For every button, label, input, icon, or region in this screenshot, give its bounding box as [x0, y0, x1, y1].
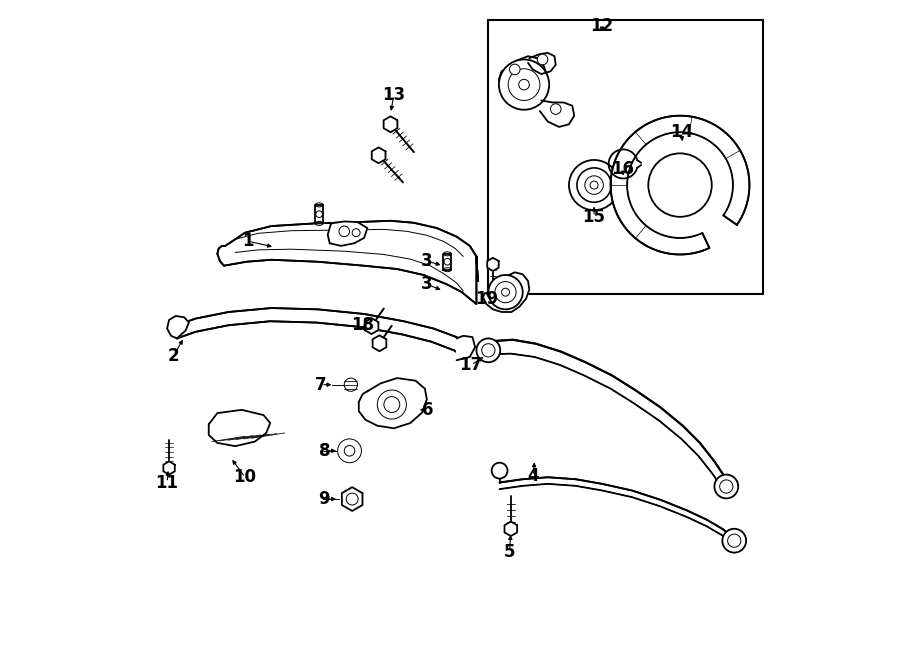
Polygon shape [328, 221, 367, 246]
Circle shape [715, 475, 738, 498]
Text: 16: 16 [612, 159, 634, 178]
Polygon shape [372, 147, 385, 163]
Text: 17: 17 [460, 356, 482, 374]
Polygon shape [456, 336, 475, 360]
Circle shape [590, 181, 598, 189]
Text: 4: 4 [527, 467, 539, 485]
Text: 2: 2 [168, 346, 179, 365]
Circle shape [491, 463, 508, 479]
Circle shape [551, 104, 561, 114]
Text: 14: 14 [670, 123, 693, 141]
Polygon shape [177, 308, 469, 358]
Text: 9: 9 [319, 490, 330, 508]
Polygon shape [373, 335, 386, 351]
Circle shape [723, 529, 746, 553]
Circle shape [501, 288, 509, 296]
Circle shape [518, 79, 529, 90]
Circle shape [509, 64, 520, 75]
Circle shape [338, 439, 362, 463]
Text: 12: 12 [590, 17, 614, 36]
Circle shape [339, 226, 349, 237]
Polygon shape [359, 378, 427, 428]
Circle shape [344, 378, 357, 391]
Circle shape [377, 390, 407, 419]
Polygon shape [611, 116, 750, 254]
Text: 5: 5 [504, 543, 515, 561]
Polygon shape [164, 461, 175, 475]
Polygon shape [505, 522, 518, 536]
Circle shape [537, 54, 548, 65]
Polygon shape [528, 53, 556, 74]
Polygon shape [444, 254, 451, 270]
Text: 1: 1 [243, 232, 254, 251]
Polygon shape [342, 487, 363, 511]
Text: 11: 11 [156, 473, 178, 492]
Polygon shape [167, 316, 189, 338]
Circle shape [489, 275, 523, 309]
Text: 18: 18 [351, 316, 374, 334]
Circle shape [352, 229, 360, 237]
Polygon shape [478, 340, 726, 492]
Polygon shape [315, 205, 323, 223]
Text: 3: 3 [421, 275, 433, 293]
Polygon shape [487, 258, 499, 271]
Text: 13: 13 [382, 86, 405, 104]
Polygon shape [217, 221, 478, 304]
Circle shape [648, 153, 712, 217]
Bar [489, 20, 762, 294]
Circle shape [569, 160, 619, 210]
Text: 10: 10 [234, 468, 256, 486]
Circle shape [476, 338, 500, 362]
Circle shape [499, 59, 549, 110]
Polygon shape [540, 100, 574, 127]
Polygon shape [383, 116, 398, 132]
Polygon shape [364, 318, 378, 334]
Polygon shape [209, 410, 270, 446]
Text: 3: 3 [421, 252, 433, 270]
Text: 8: 8 [319, 442, 330, 460]
Polygon shape [483, 272, 529, 312]
Text: 6: 6 [422, 401, 434, 419]
Text: 19: 19 [475, 290, 499, 308]
Text: 15: 15 [582, 208, 606, 226]
Text: 7: 7 [315, 375, 327, 394]
Polygon shape [499, 56, 548, 106]
Polygon shape [500, 477, 734, 545]
